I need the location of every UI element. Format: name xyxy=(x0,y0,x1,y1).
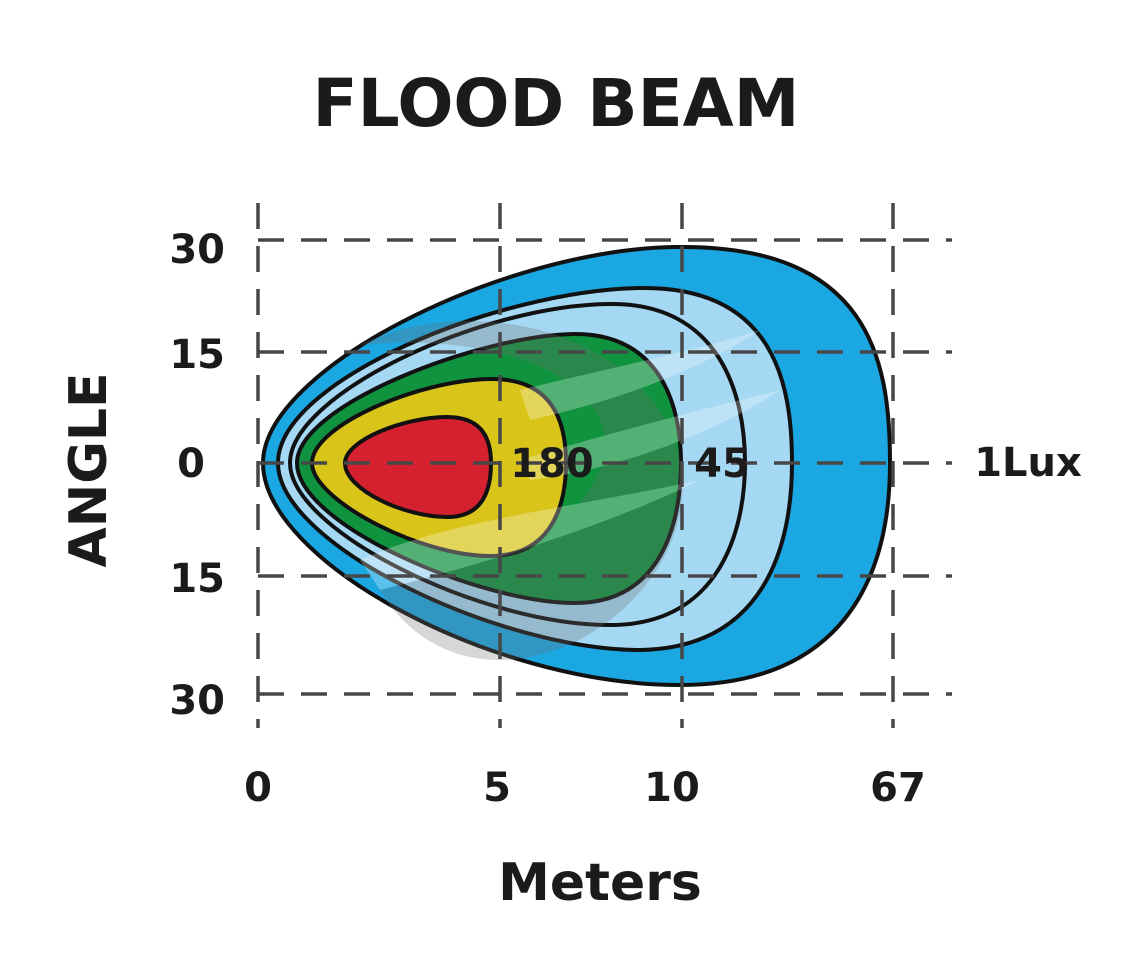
y-tick-label: 30 xyxy=(169,678,225,724)
y-tick-label: 30 xyxy=(169,227,225,273)
y-tick-labels: 30 15 0 15 30 xyxy=(169,227,225,724)
x-tick-label: 5 xyxy=(483,765,511,811)
x-axis-title: Meters xyxy=(498,853,702,913)
y-axis-title: ANGLE xyxy=(59,372,119,567)
x-tick-label: 0 xyxy=(244,765,272,811)
y-tick-label: 0 xyxy=(177,441,205,487)
zone-label-45: 45 xyxy=(694,441,750,487)
y-tick-label: 15 xyxy=(169,332,225,378)
chart-title: FLOOD BEAM xyxy=(313,65,800,142)
y-tick-label: 15 xyxy=(169,556,225,602)
x-tick-label: 67 xyxy=(870,765,926,811)
x-tick-label: 10 xyxy=(644,765,700,811)
zone-label-180: 180 xyxy=(510,441,594,487)
zone-label-1lux: 1Lux xyxy=(974,440,1082,486)
reflection-light xyxy=(360,330,780,590)
beam-zones xyxy=(260,244,893,688)
grid-lines xyxy=(256,203,952,728)
x-tick-labels: 0 5 10 67 xyxy=(244,765,926,811)
